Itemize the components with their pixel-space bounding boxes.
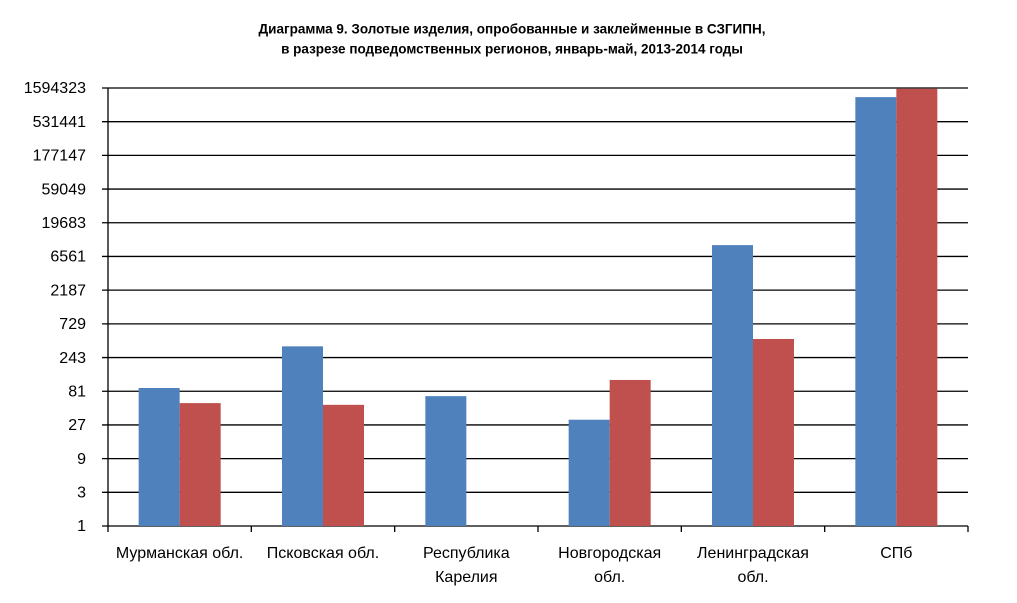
bar [425, 396, 467, 526]
x-tick-label: Мурманская обл. [115, 545, 244, 562]
y-tick-label: 1 [77, 518, 86, 535]
y-tick-label: 531441 [33, 114, 86, 131]
y-tick-label: 177147 [33, 148, 86, 165]
bar [896, 88, 938, 526]
y-tick-label: 1594323 [24, 80, 86, 97]
x-tick-label: Новгородская обл. [558, 545, 662, 586]
y-tick-label: 3 [77, 485, 86, 502]
bar [138, 387, 180, 526]
y-tick-label: 19683 [42, 215, 87, 232]
y-tick-label: 9 [77, 451, 86, 468]
bar [179, 403, 221, 526]
x-tick-label: СПб [880, 545, 913, 562]
y-tick-label: 6561 [50, 249, 86, 266]
chart-title: в разрезе подведомственных регионов, янв… [281, 42, 743, 57]
y-tick-label: 59049 [42, 181, 87, 198]
bar [282, 346, 323, 526]
y-tick-label: 27 [68, 417, 86, 434]
y-tick-label: 2187 [50, 282, 86, 299]
bar [753, 338, 794, 526]
y-tick-label: 729 [59, 316, 86, 333]
bar [323, 404, 364, 526]
chart-title: Диаграмма 9. Золотые изделия, опробованн… [259, 22, 766, 37]
bar [712, 245, 753, 526]
bar [609, 379, 651, 526]
x-tick-label: Псковская обл. [266, 545, 380, 562]
x-tick-label: Республика Карелия [422, 545, 510, 586]
y-tick-label: 243 [59, 350, 86, 367]
bar [568, 419, 610, 526]
x-tick-label: Ленинградская обл. [697, 545, 809, 586]
bar [855, 97, 897, 526]
y-tick-label: 81 [68, 383, 86, 400]
